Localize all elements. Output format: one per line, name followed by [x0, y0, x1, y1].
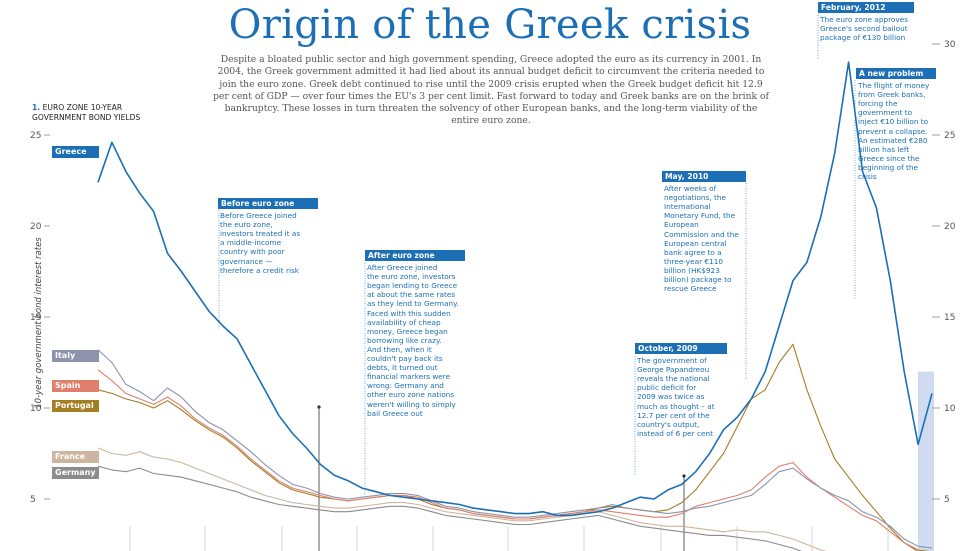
- series-line-portugal: [97, 343, 931, 551]
- annotation-new-problem: A new problem The flight of money from G…: [856, 68, 936, 181]
- series-line-spain: [97, 369, 918, 551]
- y-tick-left-15: 15: [30, 313, 41, 323]
- annotation-oct-2009-head: October, 2009: [635, 343, 727, 355]
- y-tick-left-5: 5: [30, 495, 36, 505]
- y-tick-right-20: 20: [944, 222, 956, 232]
- intro-paragraph: Despite a bloated public sector and high…: [213, 54, 769, 127]
- annotation-before-euro-body: Before Greece joined the euro zone, inve…: [220, 211, 301, 275]
- y-tick-right-25: 25: [944, 131, 955, 141]
- chart-title-line2: GOVERNMENT BOND YIELDS: [32, 112, 141, 122]
- annotation-after-euro: After euro zone After Greece joined the …: [365, 250, 465, 418]
- annotation-after-euro-body: After Greece joined the euro zone, inves…: [367, 263, 459, 418]
- legend-germany: Germany: [52, 467, 99, 479]
- annotation-feb-2012-body: The euro zone approves Greece's second b…: [820, 15, 909, 43]
- annotation-may-2010-body: After weeks of negotiations, the Interna…: [664, 184, 739, 294]
- annotation-new-problem-head: A new problem: [856, 68, 936, 80]
- annotation-after-euro-head: After euro zone: [365, 250, 465, 262]
- annotation-may-2010: May, 2010 After weeks of negotiations, t…: [662, 171, 746, 293]
- annotation-may-2010-head: May, 2010: [662, 171, 746, 183]
- recent-period-band: [918, 371, 934, 551]
- chart-number: 1.: [32, 103, 41, 112]
- series-line-greece: [97, 61, 933, 517]
- series-line-germany: [97, 465, 802, 551]
- y-tick-right-30: 30: [944, 40, 956, 50]
- y-tick-left-25: 25: [30, 131, 41, 141]
- series-line-italy: [97, 349, 933, 549]
- legend-greece: Greece: [52, 146, 99, 158]
- y-tick-right-10: 10: [944, 404, 956, 414]
- page-title: Origin of the Greek crisis: [228, 2, 752, 48]
- legend-france: France: [52, 451, 99, 463]
- legend-portugal: Portugal: [52, 400, 99, 412]
- annotation-before-euro-head: Before euro zone: [218, 198, 318, 210]
- annotation-feb-2012: February, 2012 The euro zone approves Gr…: [818, 2, 914, 42]
- y-tick-right-5: 5: [944, 495, 950, 505]
- y-tick-left-10: 10: [30, 404, 42, 414]
- annotation-before-euro: Before euro zone Before Greece joined th…: [218, 198, 318, 275]
- legend-spain: Spain: [52, 380, 99, 392]
- y-tick-right-15: 15: [944, 313, 955, 323]
- annotation-oct-2009-body: The government of George Papandreou reve…: [637, 356, 715, 438]
- chart-title-line1: EURO ZONE 10-YEAR: [42, 103, 123, 112]
- chart-title: 1. EURO ZONE 10-YEAR GOVERNMENT BOND YIE…: [32, 103, 140, 122]
- legend-italy: Italy: [52, 350, 99, 362]
- y-tick-left-20: 20: [30, 222, 42, 232]
- crisis-marker-dot: [682, 474, 686, 478]
- series-line-france: [97, 447, 827, 551]
- annotation-new-problem-body: The flight of money from Greek banks, fo…: [858, 81, 930, 182]
- euro-entry-marker-dot: [317, 405, 321, 409]
- annotation-oct-2009: October, 2009 The government of George P…: [635, 343, 727, 438]
- annotation-feb-2012-head: February, 2012: [818, 2, 914, 14]
